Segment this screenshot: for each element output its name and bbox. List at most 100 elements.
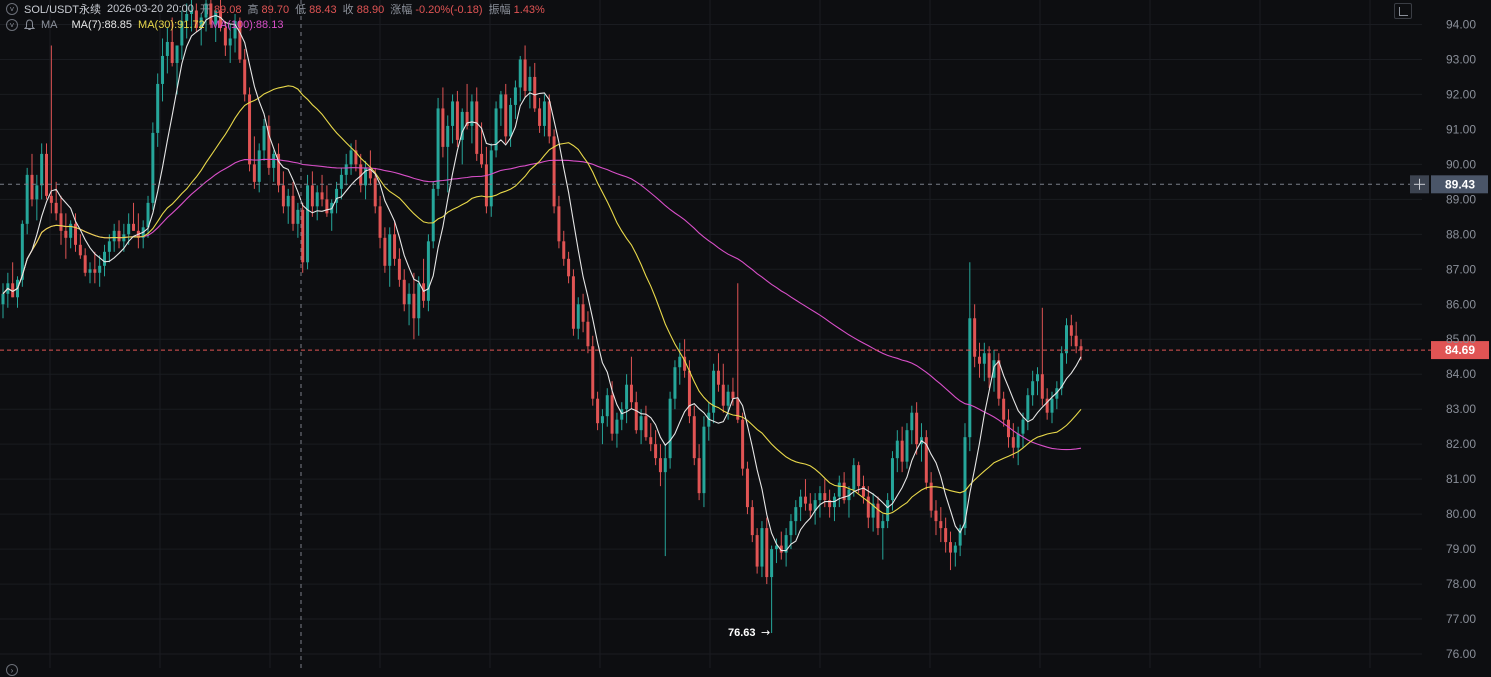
low-label: 低: [295, 4, 307, 16]
candle-body: [1002, 398, 1006, 420]
y-tick-label: 88.00: [1446, 227, 1476, 241]
candle-body: [692, 416, 696, 459]
ohlc-legend: ˅ SOL/USDT永续 2026-03-20 20:00 开 89.08 高 …: [6, 1, 545, 17]
candle-body: [789, 521, 793, 536]
candle-body: [842, 482, 846, 501]
candle-body: [905, 430, 909, 462]
candle-body: [151, 132, 155, 203]
candle-body: [25, 174, 29, 224]
datetime-label: 2026-03-20 20:00: [107, 3, 194, 15]
candle-body: [146, 202, 150, 228]
candle-body: [963, 437, 967, 529]
candle-body: [359, 164, 363, 186]
candle-body: [223, 27, 227, 46]
candle-body: [600, 416, 604, 424]
candle-body: [175, 45, 179, 63]
candle-body: [426, 241, 430, 301]
candle-body: [281, 185, 285, 207]
candle-body: [455, 101, 459, 140]
chevron-down-icon[interactable]: ˅: [6, 19, 18, 31]
candle-body: [910, 412, 914, 431]
candle-body: [852, 465, 856, 490]
candle-body: [649, 437, 653, 445]
candle-body: [977, 356, 981, 364]
candle-body: [489, 150, 493, 207]
candle-body: [190, 10, 194, 14]
candle-body: [470, 101, 474, 126]
chevron-right-icon[interactable]: ›: [6, 664, 18, 676]
candle-body: [799, 496, 803, 508]
candle-body: [765, 528, 769, 578]
y-tick-label: 77.00: [1446, 612, 1476, 626]
candle-body: [83, 255, 87, 273]
candle-body: [731, 391, 735, 399]
candle-body: [987, 353, 991, 378]
candle-body: [107, 241, 111, 252]
candle-body: [69, 223, 73, 238]
amplitude-label: 振幅: [488, 4, 511, 16]
candle-body: [180, 20, 184, 46]
chevron-down-icon[interactable]: ˅: [6, 3, 18, 15]
candle-body: [794, 507, 798, 522]
symbol-label[interactable]: SOL/USDT永续: [24, 4, 102, 16]
candle-body: [446, 125, 450, 147]
candle-body: [465, 111, 469, 126]
candles: [1, 0, 1083, 634]
ma100-value: MA(100):88.13: [210, 19, 284, 31]
candle-body: [654, 444, 658, 459]
candle-body: [238, 20, 242, 60]
candle-body: [1050, 398, 1054, 413]
candle-body: [402, 279, 406, 305]
candle-body: [1011, 437, 1015, 448]
candle-body: [1064, 325, 1068, 354]
candle-body: [378, 206, 382, 238]
ma7-value: MA(7):88.85: [71, 19, 133, 31]
candle-body: [504, 94, 508, 137]
y-tick-label: 91.00: [1446, 122, 1476, 136]
candle-body: [861, 486, 865, 497]
candle-body: [629, 384, 633, 403]
candle-body: [1069, 325, 1073, 336]
y-tick-label: 78.00: [1446, 577, 1476, 591]
candle-body: [335, 188, 339, 203]
candle-body: [697, 458, 701, 494]
bell-icon[interactable]: [24, 19, 35, 31]
amplitude-value: 1.43%: [513, 4, 545, 16]
candle-body: [596, 398, 600, 424]
candle-body: [1016, 433, 1020, 448]
candle-body: [1074, 335, 1078, 347]
ma100-line: [2, 158, 1082, 451]
price-axis[interactable]: 94.00 93.00 92.00 91.00 90.00 89.00 88.00 87.00…: [1446, 17, 1476, 661]
candle-body: [552, 136, 556, 207]
candle-body: [54, 202, 58, 214]
y-tick-label: 87.00: [1446, 262, 1476, 276]
candle-body: [248, 94, 252, 165]
candle-body: [644, 416, 648, 438]
candle-body: [349, 150, 353, 165]
candle-body: [49, 195, 53, 203]
candle-body: [170, 41, 174, 63]
candle-body: [436, 108, 440, 189]
candle-body: [712, 370, 716, 413]
candle-body: [45, 153, 49, 196]
candle-body: [20, 223, 24, 280]
expand-icon[interactable]: [1394, 3, 1412, 19]
candle-body: [803, 496, 807, 504]
y-tick-label: 93.00: [1446, 52, 1476, 66]
candle-body: [581, 304, 585, 322]
candle-body: [779, 545, 783, 553]
crosshair-price-label: 89.43: [1445, 177, 1475, 191]
candle-body: [301, 209, 305, 263]
y-tick-label: 90.00: [1446, 157, 1476, 171]
candle-body: [847, 489, 851, 501]
y-tick-label: 84.00: [1446, 367, 1476, 381]
candle-body: [876, 503, 880, 529]
candle-body: [683, 356, 687, 371]
candle-body: [929, 482, 933, 511]
candle-body: [407, 293, 411, 305]
candle-body: [204, 3, 208, 18]
candle-body: [286, 195, 290, 207]
ma-label[interactable]: MA: [41, 19, 58, 31]
high-value: 89.70: [261, 4, 290, 16]
